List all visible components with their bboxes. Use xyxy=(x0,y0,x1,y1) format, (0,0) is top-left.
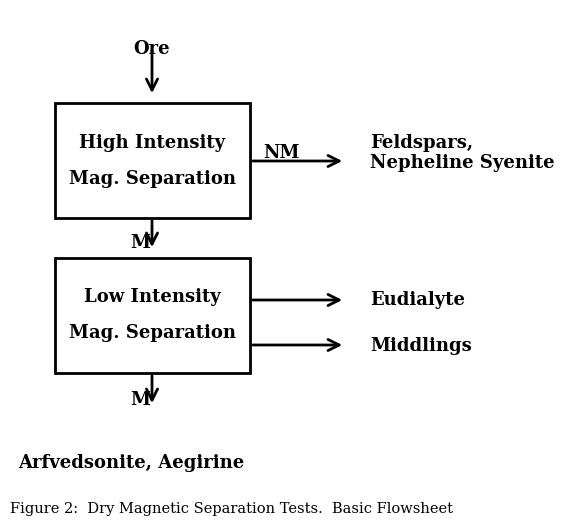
Text: Ore: Ore xyxy=(134,40,170,58)
Text: Arfvedsonite, Aegirine: Arfvedsonite, Aegirine xyxy=(18,454,245,472)
Bar xyxy=(55,103,250,218)
Text: Figure 2:  Dry Magnetic Separation Tests.  Basic Flowsheet: Figure 2: Dry Magnetic Separation Tests.… xyxy=(10,502,453,516)
Text: Eudialyte: Eudialyte xyxy=(370,291,465,309)
Text: Feldspars,
Nepheline Syenite: Feldspars, Nepheline Syenite xyxy=(370,134,554,173)
Text: Mag. Separation: Mag. Separation xyxy=(69,169,236,187)
Text: M: M xyxy=(130,234,150,252)
Text: Low Intensity: Low Intensity xyxy=(84,288,221,306)
Text: Mag. Separation: Mag. Separation xyxy=(69,325,236,343)
Text: High Intensity: High Intensity xyxy=(79,134,226,152)
Text: NM: NM xyxy=(263,144,300,162)
Bar xyxy=(55,258,250,373)
Text: M: M xyxy=(130,391,150,409)
Text: Middlings: Middlings xyxy=(370,337,472,355)
